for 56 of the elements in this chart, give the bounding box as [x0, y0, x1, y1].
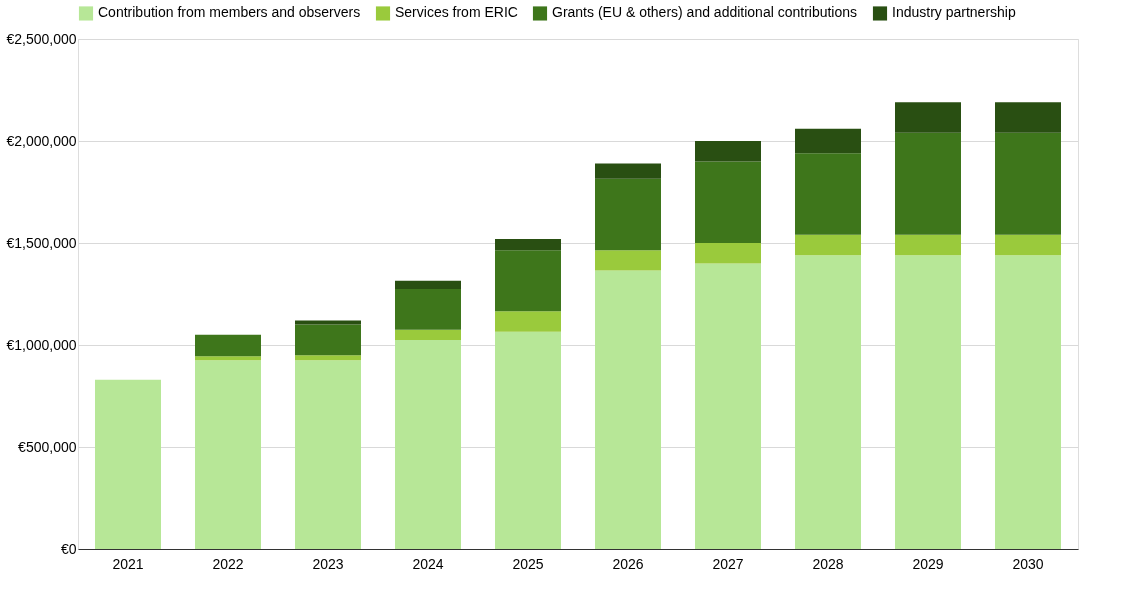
bar — [295, 360, 361, 549]
bar — [595, 163, 661, 179]
bar — [495, 331, 561, 549]
bar — [395, 329, 461, 340]
bar — [495, 311, 561, 332]
bar — [195, 360, 261, 549]
legend-label: Industry partnership — [892, 4, 1016, 21]
bar — [995, 102, 1061, 133]
bar — [895, 102, 961, 133]
legend-label: Contribution from members and observers — [98, 4, 361, 21]
bar — [895, 132, 961, 235]
bar — [95, 379, 161, 549]
bar — [895, 234, 961, 256]
y-tick-label: €1,000,000 — [6, 336, 77, 353]
bar — [595, 178, 661, 251]
bar — [295, 355, 361, 361]
bar — [495, 250, 561, 312]
x-tick-label: 2030 — [1012, 555, 1044, 572]
y-tick-label: €0 — [60, 540, 77, 557]
bar — [695, 141, 761, 162]
bar — [395, 339, 461, 549]
bar — [595, 270, 661, 549]
x-tick-label: 2021 — [112, 555, 144, 572]
bar — [195, 356, 261, 361]
bar — [795, 153, 861, 235]
bar — [595, 250, 661, 271]
legend-label: Grants (EU & others) and additional contributions — [552, 4, 858, 21]
bar — [995, 132, 1061, 235]
x-tick-label: 2024 — [412, 555, 444, 572]
x-tick-label: 2025 — [512, 555, 544, 572]
bar — [295, 320, 361, 325]
bar — [995, 234, 1061, 256]
bar — [995, 255, 1061, 549]
y-tick-label: €2,000,000 — [6, 132, 77, 149]
bar — [295, 324, 361, 356]
x-tick-label: 2026 — [612, 555, 644, 572]
bar — [695, 161, 761, 243]
bar — [395, 280, 461, 289]
bar — [495, 238, 561, 251]
x-tick-label: 2022 — [212, 555, 244, 572]
bar — [895, 255, 961, 549]
bar — [795, 255, 861, 549]
x-tick-label: 2028 — [812, 555, 844, 572]
bar — [695, 243, 761, 264]
x-tick-label: 2029 — [912, 555, 944, 572]
bar — [395, 288, 461, 330]
bar — [795, 128, 861, 154]
y-tick-label: €500,000 — [18, 438, 77, 455]
x-tick-label: 2023 — [312, 555, 344, 572]
legend-label: Services from ERIC — [395, 4, 518, 21]
x-tick-label: 2027 — [712, 555, 744, 572]
bar — [795, 234, 861, 256]
bar — [195, 334, 261, 357]
y-tick-label: €2,500,000 — [6, 30, 77, 47]
bar — [695, 263, 761, 549]
y-tick-label: €1,500,000 — [6, 234, 77, 251]
